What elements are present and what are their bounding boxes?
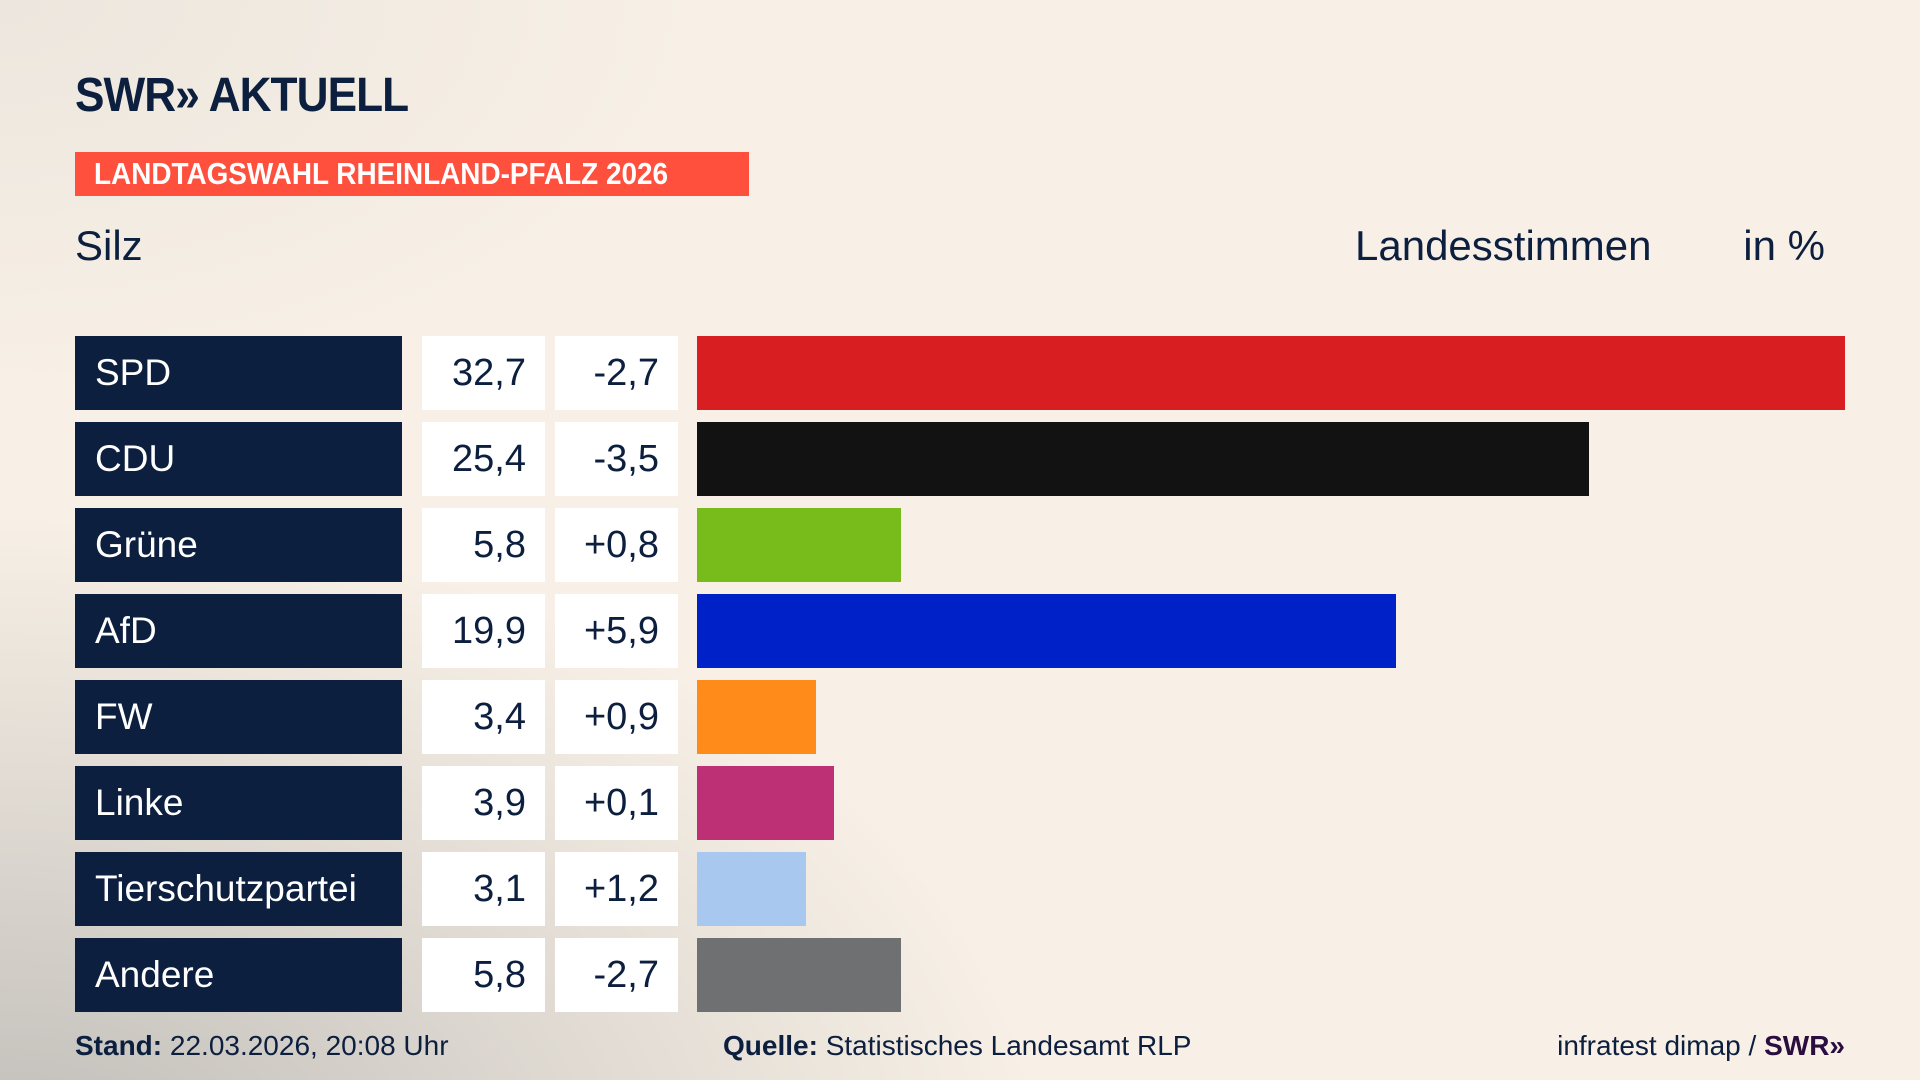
party-name: Linke (75, 766, 402, 840)
unit-label: in % (1743, 222, 1825, 269)
party-diff: +5,9 (555, 594, 678, 668)
source-label: Quelle: (723, 1030, 818, 1061)
party-row: Grüne 5,8 +0,8 (75, 508, 1875, 582)
party-row: FW 3,4 +0,9 (75, 680, 1875, 754)
party-bar (697, 594, 1396, 668)
party-name: AfD (75, 594, 402, 668)
party-diff: +0,1 (555, 766, 678, 840)
party-name: Grüne (75, 508, 402, 582)
swr-small-logo: SWR» (1764, 1030, 1845, 1061)
swr-aktuell-logo: SWR» AKTUELL (75, 69, 409, 122)
party-name: CDU (75, 422, 402, 496)
party-diff: -3,5 (555, 422, 678, 496)
party-name: SPD (75, 336, 402, 410)
party-bar (697, 508, 901, 582)
party-row: SPD 32,7 -2,7 (75, 336, 1875, 410)
party-bar (697, 938, 901, 1012)
party-diff: -2,7 (555, 938, 678, 1012)
party-value: 5,8 (422, 938, 545, 1012)
party-bar (697, 766, 834, 840)
stand: Stand: 22.03.2026, 20:08 Uhr (75, 1030, 449, 1062)
credit-text: infratest dimap / (1557, 1030, 1757, 1061)
stand-value: 22.03.2026, 20:08 Uhr (169, 1030, 449, 1061)
source: Quelle: Statistisches Landesamt RLP (723, 1030, 1191, 1062)
banner-text: LANDTAGSWAHL RHEINLAND-PFALZ 2026 (94, 156, 669, 191)
party-value: 19,9 (422, 594, 545, 668)
party-diff: +1,2 (555, 852, 678, 926)
party-row: CDU 25,4 -3,5 (75, 422, 1875, 496)
party-name: FW (75, 680, 402, 754)
party-row: Tierschutzpartei 3,1 +1,2 (75, 852, 1875, 926)
party-bar (697, 852, 806, 926)
stand-label: Stand: (75, 1030, 163, 1061)
party-row: AfD 19,9 +5,9 (75, 594, 1875, 668)
party-name: Andere (75, 938, 402, 1012)
party-row: Linke 3,9 +0,1 (75, 766, 1875, 840)
party-value: 25,4 (422, 422, 545, 496)
party-value: 3,9 (422, 766, 545, 840)
party-row: Andere 5,8 -2,7 (75, 938, 1875, 1012)
party-diff: -2,7 (555, 336, 678, 410)
party-value: 32,7 (422, 336, 545, 410)
source-value: Statistisches Landesamt RLP (825, 1030, 1192, 1061)
party-diff: +0,8 (555, 508, 678, 582)
party-bar (697, 680, 817, 754)
party-value: 3,4 (422, 680, 545, 754)
party-name: Tierschutzpartei (75, 852, 402, 926)
party-diff: +0,9 (555, 680, 678, 754)
party-value: 3,1 (422, 852, 545, 926)
party-value: 5,8 (422, 508, 545, 582)
election-banner: LANDTAGSWAHL RHEINLAND-PFALZ 2026 (75, 152, 749, 196)
party-bar (697, 336, 1845, 410)
party-bar (697, 422, 1589, 496)
credit: infratest dimap / SWR» (1557, 1030, 1845, 1062)
measure-label: Landesstimmen (1355, 222, 1652, 269)
place-title: Silz (75, 222, 143, 269)
